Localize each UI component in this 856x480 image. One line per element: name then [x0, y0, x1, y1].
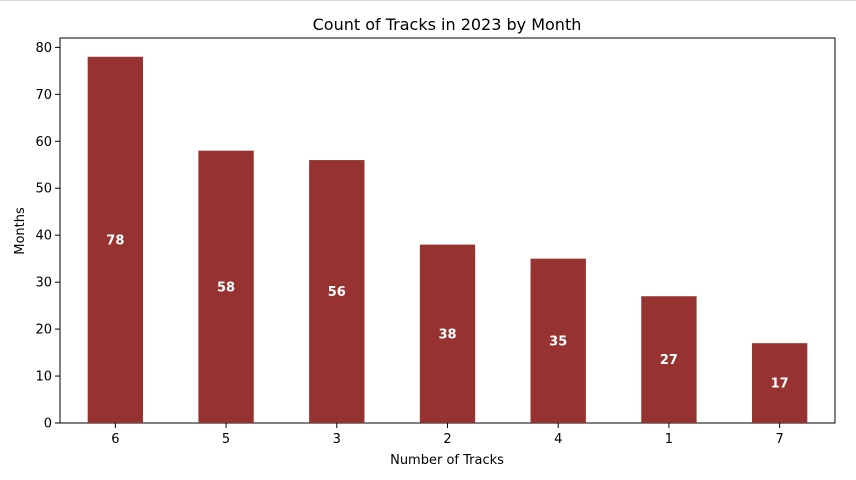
x-tick-label: 4	[554, 432, 562, 447]
chart-title: Count of Tracks in 2023 by Month	[313, 15, 582, 34]
bar	[641, 296, 697, 423]
y-axis: 0 10 20 30 40 50 60 70 80	[35, 41, 60, 432]
x-tick-label: 3	[333, 432, 341, 447]
x-axis-label: Number of Tracks	[390, 453, 504, 468]
x-tick-label: 7	[776, 432, 784, 447]
bar	[751, 343, 808, 423]
x-tick-label: 1	[665, 432, 673, 447]
y-tick-label: 60	[35, 135, 52, 150]
bar-value-label: 58	[217, 280, 235, 295]
x-tick-label: 6	[111, 432, 119, 447]
bar-value-label: 78	[106, 233, 124, 248]
y-tick-label: 10	[35, 370, 52, 385]
y-tick-label: 50	[35, 182, 52, 197]
bar	[309, 160, 365, 423]
bar-value-label: 38	[438, 327, 456, 342]
x-tick-label: 5	[222, 432, 230, 447]
y-tick-label: 40	[35, 229, 52, 244]
bar-value-label: 56	[328, 285, 346, 300]
y-tick-label: 0	[44, 417, 52, 432]
y-axis-label: Months	[13, 207, 28, 255]
x-axis: 6 5 3 2 4 1 7	[111, 423, 784, 447]
bar-value-label: 35	[549, 334, 567, 349]
top-divider	[0, 0, 856, 1]
y-tick-label: 20	[35, 323, 52, 338]
bar-series: 78 58 56 38 35 27 17	[87, 56, 808, 423]
bar	[419, 244, 476, 423]
x-tick-label: 2	[443, 432, 451, 447]
bar-value-label: 27	[660, 353, 678, 368]
bar	[530, 258, 586, 423]
y-tick-label: 30	[35, 276, 52, 291]
bar-value-label: 17	[771, 377, 789, 392]
bar	[198, 150, 254, 423]
bar	[87, 56, 144, 423]
y-tick-label: 80	[35, 41, 52, 56]
y-tick-label: 70	[35, 88, 52, 103]
